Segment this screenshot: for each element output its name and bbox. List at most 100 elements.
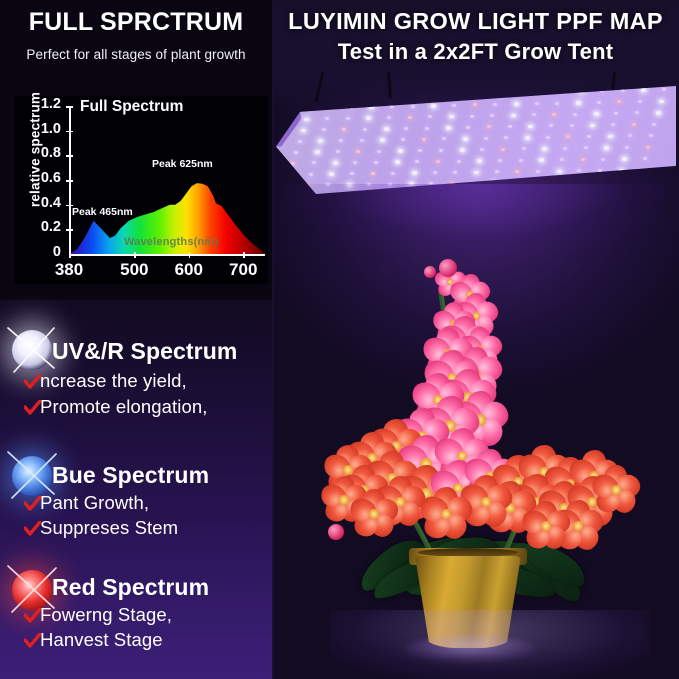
chart-x-tick-mark xyxy=(243,252,245,258)
chart-peak-annotation: Peak 465nm xyxy=(72,206,133,218)
led-dot xyxy=(329,172,335,176)
led-dot xyxy=(311,161,316,165)
flower-center xyxy=(420,488,432,500)
orchid-blossom xyxy=(563,475,621,531)
flower-center xyxy=(432,394,444,406)
led-dot xyxy=(601,157,606,161)
check-icon xyxy=(24,633,41,648)
led-dot xyxy=(324,117,329,121)
led-dot xyxy=(521,147,526,151)
grow-light-panel xyxy=(276,71,676,262)
flower-pot xyxy=(415,556,521,648)
orchid-blossom xyxy=(343,431,401,487)
lens-flare-icon xyxy=(7,327,55,373)
led-dot xyxy=(393,93,398,97)
led-dot xyxy=(486,125,491,129)
check-icon xyxy=(24,496,41,511)
orchid-blossom xyxy=(394,464,458,526)
feature-bullet: Suppreses Stem xyxy=(40,517,179,538)
chart-x-tick-mark xyxy=(69,252,71,258)
led-dot xyxy=(593,112,599,116)
feature-title: UV&/R Spectrum xyxy=(52,338,238,364)
hanging-cord xyxy=(314,72,325,102)
led-dot xyxy=(493,102,498,106)
flower-center xyxy=(480,496,492,508)
orchid-blossom xyxy=(408,372,468,430)
led-dot xyxy=(636,180,641,184)
led-dot xyxy=(469,114,474,118)
led-dot xyxy=(631,122,636,126)
led-dot xyxy=(390,104,395,108)
led-dot xyxy=(539,158,545,162)
floor-light-pool xyxy=(330,610,650,679)
led-dot xyxy=(300,128,306,133)
led-dot xyxy=(535,169,540,173)
flower-center xyxy=(504,502,516,514)
flower-bud xyxy=(424,266,436,278)
led-dot xyxy=(552,112,557,116)
led-dot xyxy=(370,171,375,175)
flower-bud xyxy=(439,259,457,277)
led-dot xyxy=(345,116,350,120)
flower-center xyxy=(573,521,583,531)
led-dot xyxy=(369,105,375,109)
spectrum-curve xyxy=(69,183,265,254)
led-dot xyxy=(577,169,582,173)
led-dot xyxy=(328,106,333,110)
led-dot xyxy=(459,148,465,152)
led-dot xyxy=(583,146,588,150)
led-dot xyxy=(318,139,324,143)
led-dot xyxy=(463,137,468,141)
orchid-blossom xyxy=(320,444,376,497)
header-line-2: Test in a 2x2FT Grow Tent xyxy=(337,39,614,64)
led-dot xyxy=(528,124,534,129)
led-dot xyxy=(610,123,615,127)
flower-center xyxy=(558,502,570,514)
led-dot xyxy=(415,160,420,164)
led-dot xyxy=(414,93,418,97)
led-dot xyxy=(501,147,506,151)
led-dot xyxy=(620,88,625,92)
led-dot xyxy=(349,172,354,175)
led-dot xyxy=(490,114,495,118)
led-dot xyxy=(518,158,523,162)
led-dot xyxy=(339,139,343,142)
chart-y-tick-mark xyxy=(66,180,73,182)
led-dot xyxy=(641,88,647,92)
led-dot xyxy=(628,134,633,138)
hanging-cord xyxy=(387,71,392,99)
led-dot xyxy=(280,129,285,132)
led-dot xyxy=(559,158,564,162)
orchid-blossom xyxy=(448,390,512,452)
pot-reflection xyxy=(404,636,536,662)
led-dot xyxy=(366,116,372,120)
led-dot xyxy=(359,138,364,142)
right-header: LUYIMIN GROW LIGHT PPF MAP Test in a 2x2… xyxy=(272,6,679,67)
led-dot xyxy=(411,171,417,175)
led-dot xyxy=(290,96,295,100)
orchid-blossom xyxy=(450,293,502,341)
chart-y-tick-mark xyxy=(66,130,73,133)
led-dot xyxy=(510,113,516,118)
led-dot xyxy=(649,134,653,137)
flower-center xyxy=(343,465,353,475)
led-dot xyxy=(315,150,321,154)
left-panel-subtitle: Perfect for all stages of plant growth xyxy=(26,47,246,62)
orchid-blossom xyxy=(431,427,493,487)
led-dot xyxy=(621,157,627,161)
led-dot xyxy=(331,95,336,99)
hanging-cord xyxy=(610,71,617,93)
orchid-blossom xyxy=(394,434,458,496)
led-dot xyxy=(615,180,620,184)
led-dot xyxy=(431,104,437,108)
led-dot xyxy=(380,138,386,142)
chart-y-tick-label: 0 xyxy=(52,244,61,260)
left-panel-title: FULL SPRCTRUM xyxy=(28,8,244,36)
flower-center xyxy=(339,495,349,505)
led-dot xyxy=(418,148,423,152)
led-dot xyxy=(517,91,522,95)
orchid-plant xyxy=(317,250,660,679)
led-dot xyxy=(286,107,292,111)
flower-center xyxy=(367,453,377,463)
led-dot xyxy=(287,172,292,176)
